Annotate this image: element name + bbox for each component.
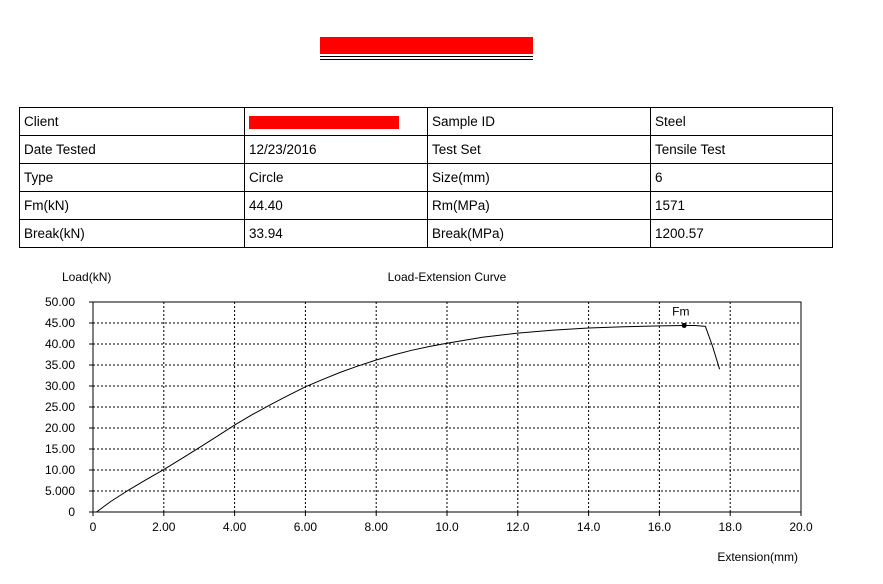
chart-title: Load-Extension Curve (388, 270, 507, 284)
table-row: Break(kN) 33.94 Break(MPa) 1200.57 (19, 219, 833, 248)
fm-point-marker (681, 323, 687, 329)
y-axis-label: Load(kN) (62, 270, 111, 284)
plot-frame (92, 301, 802, 513)
cell-label: Type (19, 163, 245, 192)
cell-label: Test Set (427, 135, 651, 164)
x-tick-label: 10.0 (435, 520, 459, 534)
table-row: Client Sample ID Steel (19, 107, 833, 136)
y-tick-label: 45.00 (45, 316, 75, 330)
x-tick-label: 4.00 (223, 520, 247, 534)
x-tick-label: 8.00 (365, 520, 389, 534)
x-tick-label: 12.0 (506, 520, 530, 534)
x-tick-label: 2.00 (152, 520, 176, 534)
x-tick-label: 16.0 (648, 520, 672, 534)
cell-label: Break(kN) (19, 219, 245, 248)
x-tick-label: 0 (90, 520, 97, 534)
cell-label: Size(mm) (427, 163, 651, 192)
cell-label: Sample ID (427, 107, 651, 136)
cell-value: Steel (650, 107, 833, 136)
cell-value: Circle (244, 163, 428, 192)
x-axis-label: Extension(mm) (717, 550, 798, 564)
redaction-bar (249, 115, 399, 129)
y-tick-label: 15.00 (45, 442, 75, 456)
y-tick-label: 25.00 (45, 400, 75, 414)
cell-label: Rm(MPa) (427, 191, 651, 220)
y-tick-label: 5.000 (45, 484, 75, 498)
cell-value: 12/23/2016 (244, 135, 428, 164)
load-extension-series-line (96, 325, 721, 513)
y-tick-label: 50.00 (45, 295, 75, 309)
y-tick-label: 30.00 (45, 379, 75, 393)
load-extension-chart: Load(kN) Load-Extension Curve Extension(… (45, 270, 813, 564)
test-info-table: Client Sample ID Steel Date Tested 12/23… (19, 107, 833, 248)
x-tick-label: 20.0 (789, 520, 813, 534)
cell-label: Date Tested (19, 135, 245, 164)
y-tick-label: 40.00 (45, 337, 75, 351)
client-value-redacted (244, 107, 428, 136)
cell-value: 6 (650, 163, 833, 192)
cell-value: 1571 (650, 191, 833, 220)
cell-value: 1200.57 (650, 219, 833, 248)
cell-value: 33.94 (244, 219, 428, 248)
fm-annotation-label: Fm (672, 305, 689, 319)
table-row: Type Circle Size(mm) 6 (19, 163, 833, 192)
cell-label: Fm(kN) (19, 191, 245, 220)
x-tick-label: 6.00 (294, 520, 318, 534)
cell-value: Tensile Test (650, 135, 833, 164)
title-underline (320, 59, 533, 60)
y-tick-label: 20.00 (45, 421, 75, 435)
x-tick-label: 18.0 (719, 520, 743, 534)
cell-label: Client (19, 107, 245, 136)
cell-label: Break(MPa) (427, 219, 651, 248)
table-row: Fm(kN) 44.40 Rm(MPa) 1571 (19, 191, 833, 220)
table-row: Date Tested 12/23/2016 Test Set Tensile … (19, 135, 833, 164)
report-title-redaction (320, 37, 533, 54)
y-tick-label: 0 (68, 505, 75, 519)
x-tick-label: 14.0 (577, 520, 601, 534)
cell-value: 44.40 (244, 191, 428, 220)
title-underline (320, 56, 533, 57)
y-tick-label: 35.00 (45, 358, 75, 372)
y-tick-label: 10.00 (45, 463, 75, 477)
